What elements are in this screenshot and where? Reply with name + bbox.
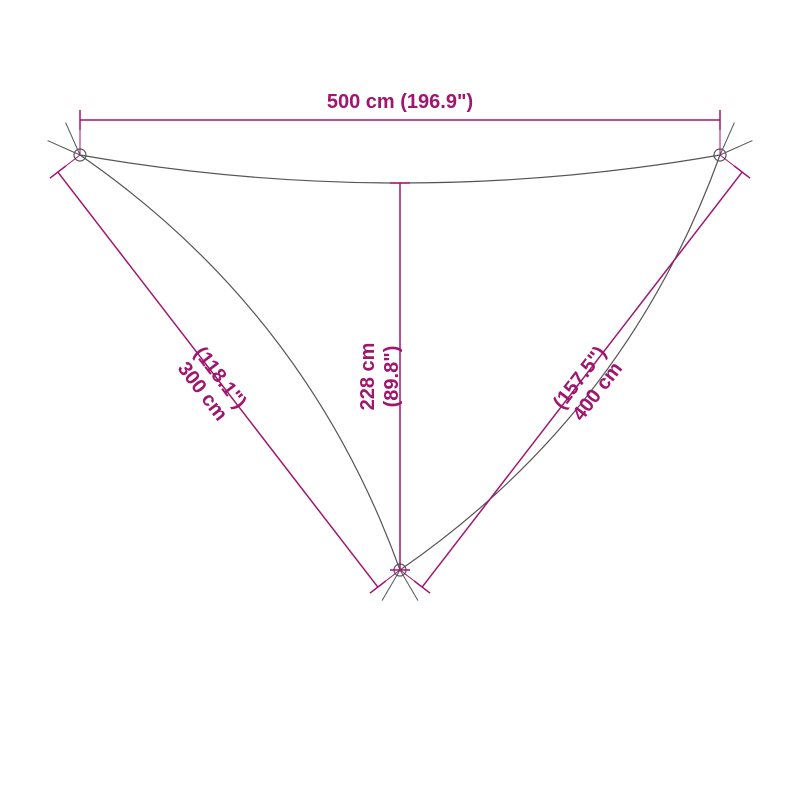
dimension-height: 228 cm(89.8") [357, 183, 410, 570]
dimension-diagram: 500 cm (196.9") 228 cm(89.8")300 cm(118.1… [0, 0, 800, 800]
anchor-spoke [382, 570, 400, 601]
anchor-spoke [720, 141, 752, 155]
dimension-left: 300 cm(118.1") [50, 155, 400, 593]
dimension-height-label-cm: 228 cm [357, 343, 379, 411]
anchor-spoke [66, 123, 80, 155]
dimension-top-label: 500 cm (196.9") [327, 91, 473, 113]
anchor-spoke [720, 123, 734, 155]
anchor-spoke [400, 570, 418, 601]
dimension-right: 400 cm(157.5") [400, 155, 750, 593]
anchor-spoke [48, 141, 80, 155]
dimension-top: 500 cm (196.9") [80, 91, 720, 155]
dimension-height-label-in: (89.8") [381, 346, 403, 408]
